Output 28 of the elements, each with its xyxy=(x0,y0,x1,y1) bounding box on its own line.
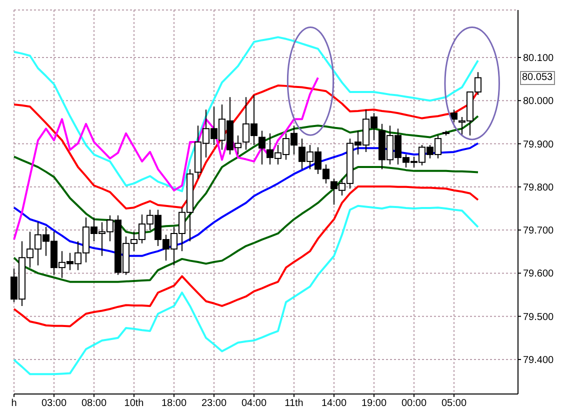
x-tick-label: 04:00 xyxy=(241,398,267,410)
y-tick-label: 79.800 xyxy=(523,182,554,194)
text: 80.053 xyxy=(520,70,555,85)
line-series xyxy=(13,36,479,192)
candlestick xyxy=(450,109,458,123)
x-tick-label: 00:00 xyxy=(401,398,427,410)
x-tick-label: 19:00 xyxy=(361,398,387,410)
x-tick-label: h xyxy=(11,398,17,410)
line-series xyxy=(13,76,319,241)
y-tick-label: 79.600 xyxy=(523,268,554,280)
line-series xyxy=(13,166,479,283)
y-tick-label: 79.700 xyxy=(523,226,554,237)
y-tick-label: 79.400 xyxy=(523,355,554,366)
x-tick-label: 18:00 xyxy=(161,398,187,410)
x-tick-label: 03:00 xyxy=(41,398,67,410)
y-tick-label: 80.000 xyxy=(523,96,554,108)
y-tick-label: 79.500 xyxy=(523,312,554,323)
x-tick-label: 05:00 xyxy=(441,398,467,410)
line-series xyxy=(13,185,479,328)
x-tick-label: 14:00 xyxy=(321,398,347,410)
y-tick-label: 80.100 xyxy=(523,53,554,64)
x-tick-label: 11th xyxy=(284,398,304,410)
x-tick-label: 23:00 xyxy=(201,398,227,410)
candlestick xyxy=(258,130,266,165)
x-tick-label: 10th xyxy=(124,398,144,410)
x-tick-label: 08:00 xyxy=(81,398,107,410)
y-tick-label: 79.900 xyxy=(523,139,554,150)
line-series xyxy=(13,204,479,376)
